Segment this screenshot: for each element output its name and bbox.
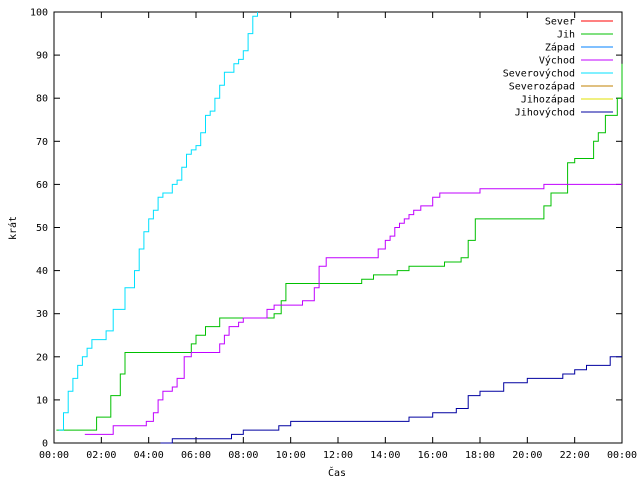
legend-label: Západ bbox=[545, 42, 575, 54]
y-tick-label: 0 bbox=[42, 439, 48, 450]
y-tick-label: 40 bbox=[36, 266, 48, 277]
y-tick-label: 80 bbox=[36, 94, 48, 105]
y-axis-ticks: 0 10 20 30 40 50 60 70 80 90 100 bbox=[30, 8, 622, 450]
x-axis-title: Čas bbox=[328, 466, 346, 479]
y-tick-label: 50 bbox=[36, 223, 48, 234]
x-tick-label: 10:00 bbox=[276, 450, 306, 461]
x-tick-label: 02:00 bbox=[86, 450, 116, 461]
legend-label: Severovýchod bbox=[503, 68, 575, 80]
legend: Sever JihZápadVýchodSeverovýchodSeverozáp… bbox=[503, 17, 613, 119]
x-tick-label: 16:00 bbox=[418, 450, 448, 461]
legend-label: Východ bbox=[539, 55, 575, 67]
x-axis-ticks: 00:00 02:00 04:00 06:00 08:00 10:00 12:00 14:00… bbox=[39, 12, 637, 461]
y-tick-label: 90 bbox=[36, 51, 48, 62]
legend-label: Severozápad bbox=[509, 81, 575, 93]
legend-label: Jihozápad bbox=[521, 94, 575, 106]
x-tick-label: 06:00 bbox=[181, 450, 211, 461]
series-line bbox=[56, 63, 623, 431]
y-tick-label: 10 bbox=[36, 395, 48, 406]
series-lines bbox=[56, 12, 623, 444]
series-line bbox=[58, 12, 258, 431]
x-tick-label: 12:00 bbox=[323, 450, 353, 461]
y-axis-title: krát bbox=[7, 216, 19, 240]
x-tick-label: 22:00 bbox=[560, 450, 590, 461]
x-tick-label: 20:00 bbox=[512, 450, 542, 461]
series-line bbox=[84, 183, 622, 435]
y-tick-label: 70 bbox=[36, 137, 48, 148]
series-line bbox=[160, 356, 622, 444]
y-tick-label: 20 bbox=[36, 352, 48, 363]
y-tick-label: 100 bbox=[30, 8, 48, 19]
x-tick-label: 08:00 bbox=[228, 450, 258, 461]
x-tick-label: 04:00 bbox=[134, 450, 164, 461]
legend-label: Jih bbox=[557, 30, 575, 41]
y-tick-label: 30 bbox=[36, 309, 48, 320]
x-tick-label: 14:00 bbox=[370, 450, 400, 461]
y-tick-label: 60 bbox=[36, 180, 48, 191]
x-tick-label: 00:00 bbox=[607, 450, 637, 461]
x-tick-label: 00:00 bbox=[39, 450, 69, 461]
legend-label: Sever bbox=[545, 17, 575, 28]
x-tick-label: 18:00 bbox=[465, 450, 495, 461]
legend-label: Jihovýchod bbox=[515, 107, 575, 119]
